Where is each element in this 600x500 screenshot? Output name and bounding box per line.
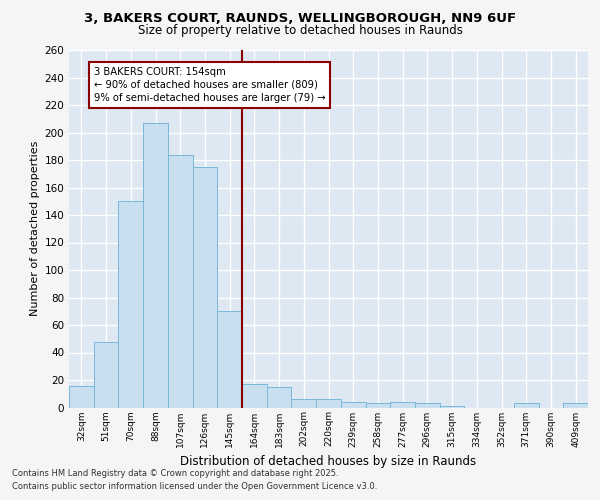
Bar xyxy=(143,123,168,408)
Bar xyxy=(440,406,464,407)
Bar xyxy=(118,201,143,408)
Text: 3 BAKERS COURT: 154sqm
← 90% of detached houses are smaller (809)
9% of semi-det: 3 BAKERS COURT: 154sqm ← 90% of detached… xyxy=(94,66,325,103)
Bar xyxy=(514,404,539,407)
Text: Size of property relative to detached houses in Raunds: Size of property relative to detached ho… xyxy=(137,24,463,37)
Text: Contains HM Land Registry data © Crown copyright and database right 2025.: Contains HM Land Registry data © Crown c… xyxy=(12,469,338,478)
Bar xyxy=(316,399,341,407)
Bar xyxy=(193,167,217,408)
Bar xyxy=(94,342,118,407)
Text: 3, BAKERS COURT, RAUNDS, WELLINGBOROUGH, NN9 6UF: 3, BAKERS COURT, RAUNDS, WELLINGBOROUGH,… xyxy=(84,12,516,26)
X-axis label: Distribution of detached houses by size in Raunds: Distribution of detached houses by size … xyxy=(181,455,476,468)
Bar xyxy=(217,311,242,408)
Text: Contains public sector information licensed under the Open Government Licence v3: Contains public sector information licen… xyxy=(12,482,377,491)
Bar xyxy=(69,386,94,407)
Bar xyxy=(168,154,193,408)
Bar xyxy=(390,402,415,407)
Bar xyxy=(242,384,267,407)
Bar xyxy=(365,404,390,407)
Y-axis label: Number of detached properties: Number of detached properties xyxy=(30,141,40,316)
Bar xyxy=(267,387,292,407)
Bar xyxy=(292,399,316,407)
Bar xyxy=(341,402,365,407)
Bar xyxy=(563,404,588,407)
Bar xyxy=(415,404,440,407)
